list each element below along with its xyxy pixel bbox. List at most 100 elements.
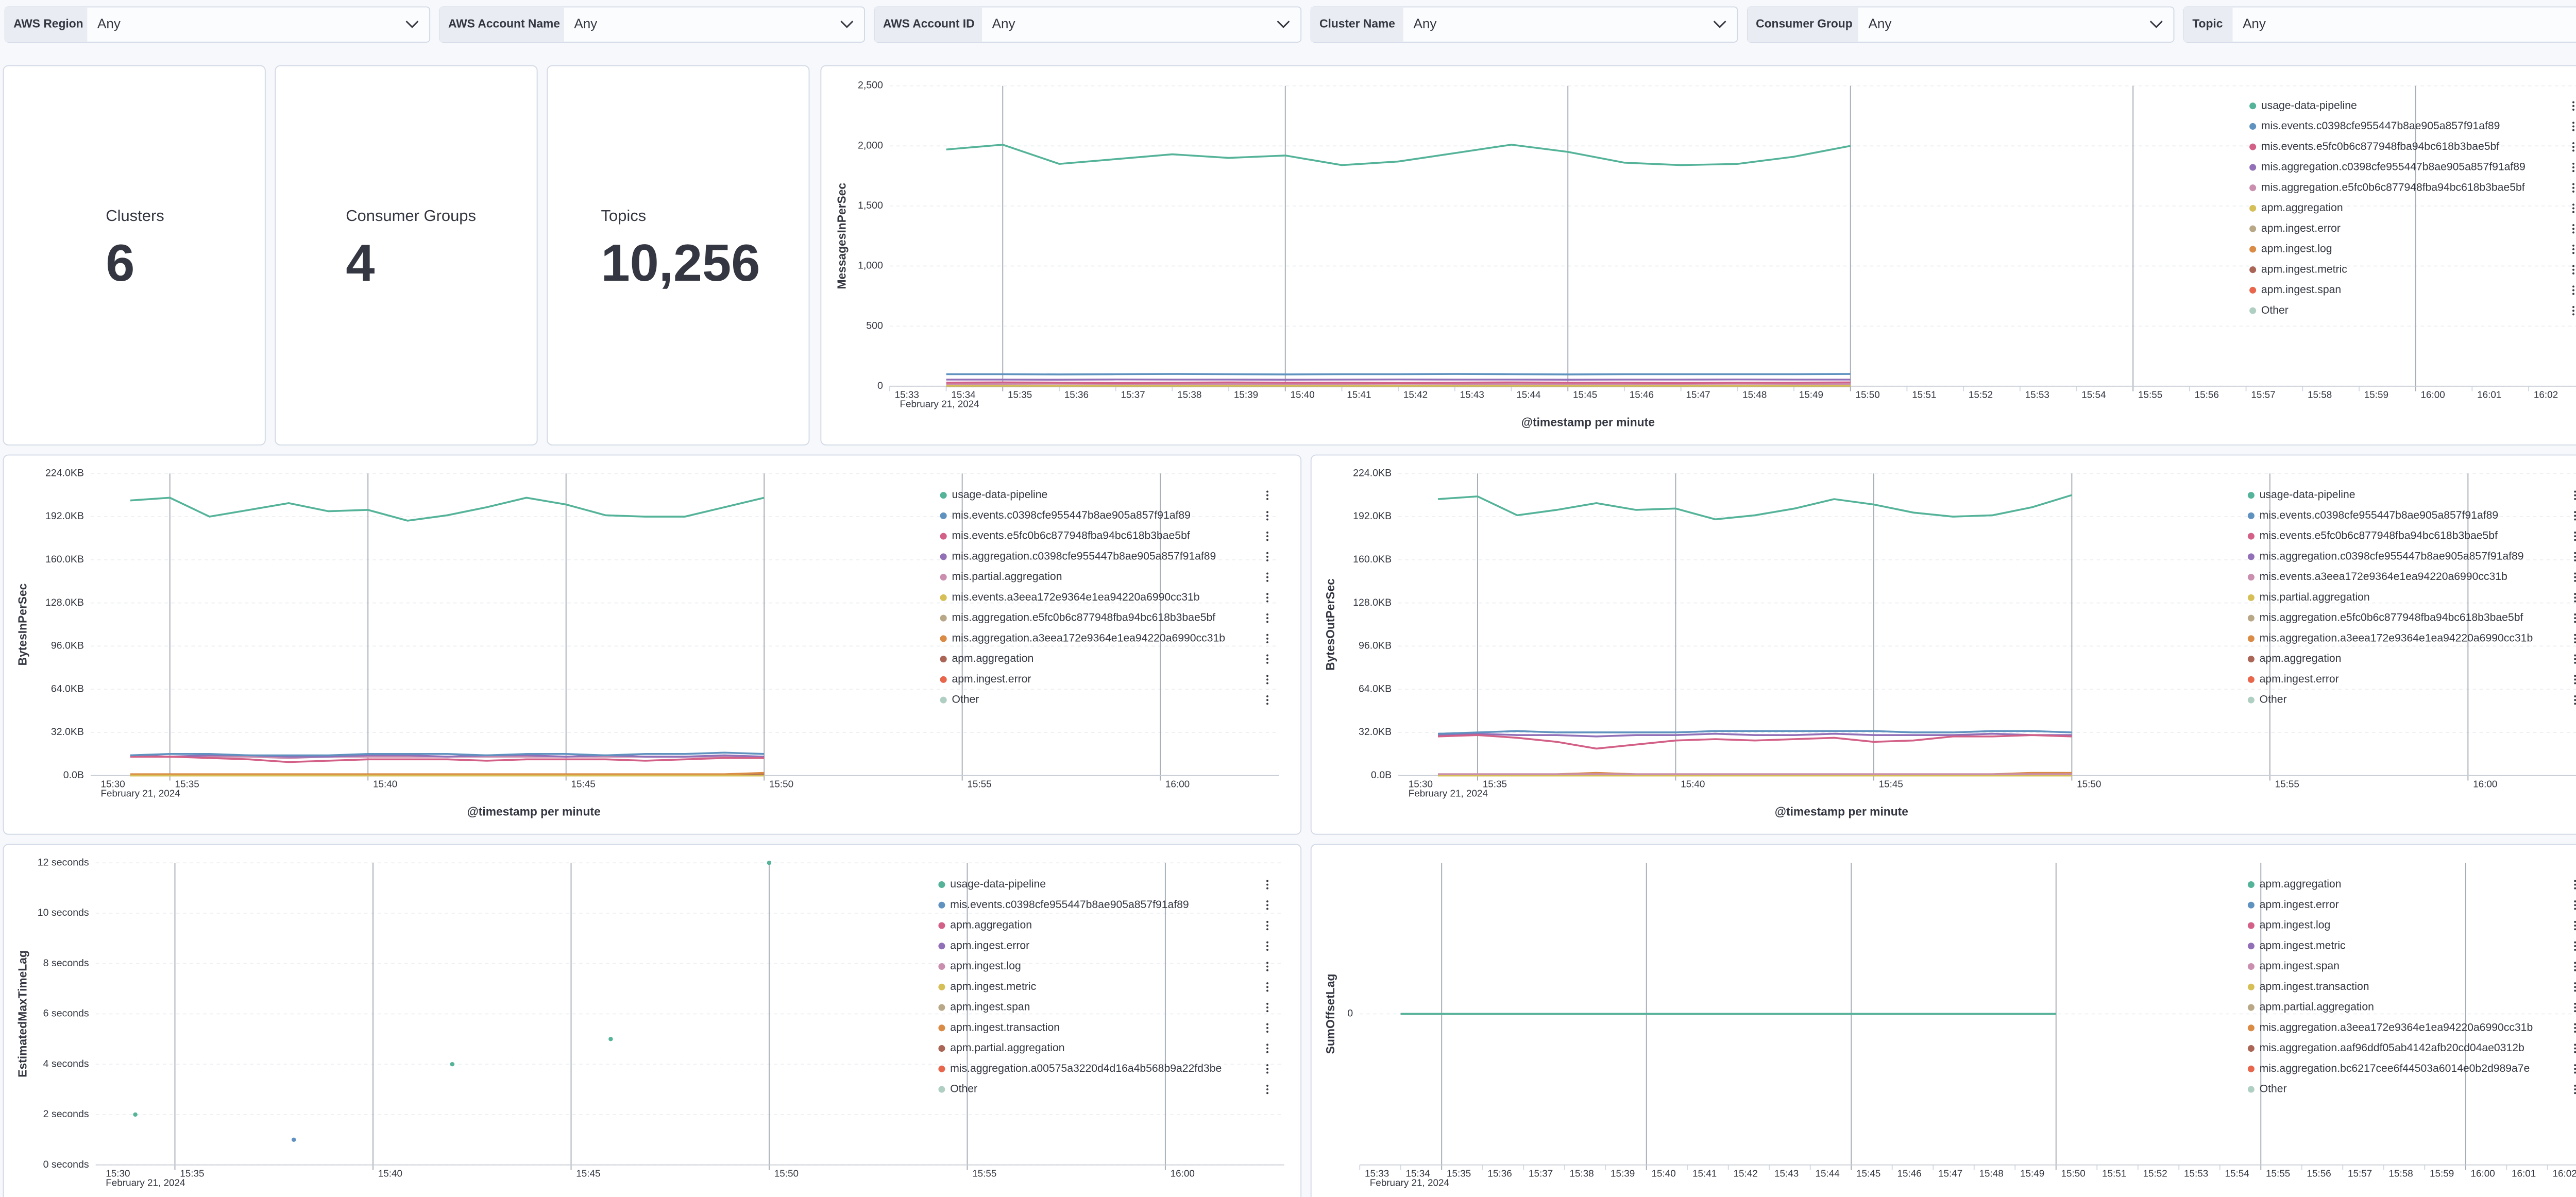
legend-menu-dot: [1266, 1031, 1268, 1033]
x-tick-label: 15:58: [2308, 390, 2332, 401]
legend-item[interactable]: apm.ingest.span: [938, 1001, 1268, 1013]
legend-item[interactable]: mis.aggregation.a00575a3220d4d16a4b568b9…: [938, 1063, 1268, 1074]
legend-item[interactable]: usage-data-pipeline: [2249, 99, 2574, 111]
legend-swatch: [2247, 574, 2255, 581]
legend-menu-dot: [2572, 252, 2574, 254]
filter[interactable]: AWS Account Name Any: [439, 6, 865, 43]
legend-item[interactable]: apm.aggregation: [938, 919, 1268, 931]
legend-item[interactable]: apm.partial.aggregation: [2247, 1001, 2576, 1013]
filter[interactable]: Topic Any: [2183, 6, 2576, 43]
legend-item[interactable]: mis.aggregation.e5fc0b6c877948fba94bc618…: [940, 612, 1268, 624]
legend-item[interactable]: apm.ingest.log: [2249, 243, 2574, 255]
legend-item[interactable]: usage-data-pipeline: [940, 489, 1268, 501]
legend-menu-dot: [2574, 1031, 2576, 1033]
legend-item[interactable]: apm.ingest.error: [2249, 223, 2574, 234]
legend-item[interactable]: Other: [2247, 694, 2576, 706]
legend-item[interactable]: apm.ingest.log: [2247, 919, 2576, 931]
legend-item[interactable]: mis.events.c0398cfe955447b8ae905a857f91a…: [938, 899, 1268, 911]
legend-item[interactable]: usage-data-pipeline: [938, 878, 1268, 890]
legend-item[interactable]: mis.aggregation.a3eea172e9364e1ea94220a6…: [2247, 632, 2576, 644]
legend-item[interactable]: Other: [940, 694, 1268, 706]
legend-menu-dot: [2574, 908, 2576, 910]
legend-item[interactable]: mis.aggregation.bc6217cee6f44503a6014e0b…: [2247, 1063, 2576, 1074]
legend-item[interactable]: Other: [938, 1083, 1268, 1095]
x-tick-label: 15:48: [1979, 1169, 2004, 1179]
legend-item[interactable]: mis.aggregation.a3eea172e9364e1ea94220a6…: [940, 632, 1268, 644]
legend-item[interactable]: mis.events.c0398cfe955447b8ae905a857f91a…: [2249, 120, 2574, 132]
legend-item[interactable]: mis.aggregation.e5fc0b6c877948fba94bc618…: [2249, 181, 2574, 193]
legend-item[interactable]: apm.aggregation: [2247, 653, 2576, 664]
y-tick-label: 32.0KB: [1359, 726, 1392, 738]
legend-menu-dot: [1266, 1006, 1268, 1009]
legend-item[interactable]: apm.ingest.span: [2249, 284, 2574, 296]
y-tick-label: 160.0KB: [45, 554, 84, 565]
legend-item[interactable]: mis.aggregation.c0398cfe955447b8ae905a85…: [2247, 550, 2576, 562]
legend-item[interactable]: mis.aggregation.e5fc0b6c877948fba94bc618…: [2247, 612, 2576, 624]
x-tick-label: 15:35: [175, 779, 199, 790]
filter[interactable]: AWS Region Any: [4, 6, 431, 43]
legend-item[interactable]: mis.aggregation.c0398cfe955447b8ae905a85…: [940, 550, 1268, 562]
legend-menu-dot: [2574, 1006, 2576, 1008]
legend-item[interactable]: mis.events.c0398cfe955447b8ae905a857f91a…: [940, 509, 1268, 521]
legend-item[interactable]: apm.ingest.error: [940, 673, 1268, 685]
legend-item[interactable]: mis.partial.aggregation: [2247, 591, 2576, 603]
legend-item[interactable]: apm.ingest.span: [2247, 960, 2576, 972]
legend-menu-dot: [2572, 170, 2574, 173]
filter[interactable]: Consumer Group Any: [1747, 6, 2175, 43]
legend-item[interactable]: mis.partial.aggregation: [940, 571, 1268, 583]
chart-panel: 0.0B 32.0KB 64.0KB 96.0KB 128.0KB 160.0KB 192.…: [3, 454, 1302, 835]
legend-item[interactable]: mis.events.e5fc0b6c877948fba94bc618b3bae…: [940, 530, 1268, 542]
legend-item[interactable]: apm.aggregation: [940, 653, 1268, 664]
legend-item[interactable]: usage-data-pipeline: [2247, 489, 2576, 501]
legend-label: apm.aggregation: [952, 653, 1033, 664]
legend-label: Other: [2261, 304, 2289, 316]
panel: [3, 454, 1302, 835]
legend-item[interactable]: apm.ingest.log: [938, 960, 1268, 972]
legend-item[interactable]: apm.ingest.error: [2247, 899, 2576, 911]
filter[interactable]: Cluster Name Any: [1310, 6, 1738, 43]
legend-item[interactable]: apm.partial.aggregation: [938, 1042, 1268, 1054]
legend-swatch: [2247, 533, 2255, 540]
x-tick-label: 15:45: [576, 1169, 600, 1179]
legend-item[interactable]: Other: [2249, 304, 2574, 316]
legend-menu-dot: [2572, 203, 2574, 206]
x-tick-label: 15:35: [1483, 779, 1507, 790]
legend-item[interactable]: apm.ingest.transaction: [938, 1021, 1268, 1033]
x-tick-label: 16:00: [1171, 1169, 1195, 1179]
legend-item[interactable]: apm.ingest.metric: [2249, 263, 2574, 275]
legend-item[interactable]: apm.ingest.metric: [938, 981, 1268, 993]
series-line: [1437, 734, 2072, 750]
filter-label: AWS Account ID: [883, 17, 975, 30]
legend-item[interactable]: apm.ingest.metric: [2247, 939, 2576, 951]
legend-item[interactable]: apm.ingest.error: [2247, 673, 2576, 685]
legend-item[interactable]: mis.aggregation.aaf96ddf05ab4142afb20cd0…: [2247, 1042, 2576, 1054]
legend-menu-dot: [2574, 1071, 2576, 1074]
legend-item[interactable]: mis.aggregation.a3eea172e9364e1ea94220a6…: [2247, 1021, 2576, 1033]
metric-value: 6: [106, 234, 134, 292]
legend-item[interactable]: mis.events.e5fc0b6c877948fba94bc618b3bae…: [2247, 530, 2576, 542]
legend-menu-dot: [2574, 637, 2576, 640]
legend-item[interactable]: apm.aggregation: [2247, 878, 2576, 890]
legend-menu-dot: [1266, 539, 1268, 541]
filter-box[interactable]: [2183, 6, 2576, 43]
legend-item[interactable]: apm.ingest.transaction: [2247, 981, 2576, 993]
filter[interactable]: AWS Account ID Any: [874, 6, 1302, 43]
y-tick-label: 0 seconds: [43, 1159, 89, 1170]
x-tick-label: 15:41: [1347, 390, 1371, 401]
x-tick-label: 15:38: [1177, 390, 1201, 401]
legend-item[interactable]: mis.events.c0398cfe955447b8ae905a857f91a…: [2247, 509, 2576, 521]
legend-menu-dot: [1266, 695, 1268, 697]
x-tick-label: 15:40: [1652, 1169, 1676, 1179]
legend-menu-dot: [2574, 555, 2576, 558]
panel: [1310, 844, 2576, 1197]
legend-item[interactable]: Other: [2247, 1083, 2576, 1095]
legend-item[interactable]: apm.ingest.error: [938, 939, 1268, 951]
legend-menu-dot: [1266, 572, 1268, 575]
legend-swatch: [2247, 901, 2255, 909]
legend-item[interactable]: mis.events.e5fc0b6c877948fba94bc618b3bae…: [2249, 141, 2574, 152]
legend-item[interactable]: mis.aggregation.c0398cfe955447b8ae905a85…: [2249, 161, 2574, 173]
legend-item[interactable]: mis.events.a3eea172e9364e1ea94220a6990cc…: [2247, 571, 2576, 583]
chevron: [405, 21, 419, 28]
legend-item[interactable]: apm.aggregation: [2249, 202, 2574, 214]
legend-item[interactable]: mis.events.a3eea172e9364e1ea94220a6990cc…: [940, 591, 1268, 603]
